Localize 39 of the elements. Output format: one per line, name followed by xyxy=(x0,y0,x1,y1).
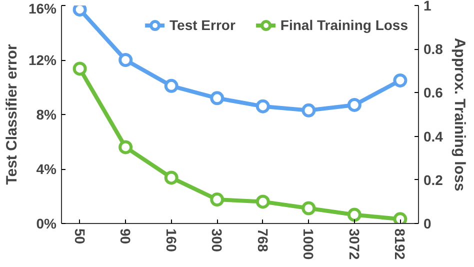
point xyxy=(72,6,87,17)
y2-axis-title: Approx. Training loss xyxy=(450,38,468,192)
point xyxy=(256,194,270,209)
y2-tick-label: 0.6 xyxy=(424,84,444,101)
legend-label: Test Error xyxy=(170,17,236,33)
x-tick-label: 768 xyxy=(254,228,271,252)
point xyxy=(118,140,133,154)
point xyxy=(164,170,178,185)
point xyxy=(256,99,270,114)
point xyxy=(302,103,316,118)
x-tick-label: 1000 xyxy=(300,228,317,260)
y2-tick-label: 0.2 xyxy=(424,172,444,188)
point xyxy=(72,62,87,76)
x-tick-label: 90 xyxy=(118,228,134,244)
point xyxy=(393,212,408,224)
x-tick-label: 50 xyxy=(72,228,88,244)
legend-label: Final Training Loss xyxy=(280,17,408,33)
y2-tick-label: 0 xyxy=(424,216,432,232)
y2-tick-label: 0.8 xyxy=(424,41,444,58)
y2-tick-label: 1 xyxy=(424,0,432,14)
x-tick-label: 160 xyxy=(163,228,180,252)
point xyxy=(347,208,362,222)
point xyxy=(302,201,316,216)
point xyxy=(393,73,408,88)
point xyxy=(118,53,133,67)
x-tick-label: 8192 xyxy=(392,228,408,260)
y-tick-label: 8% xyxy=(36,106,58,122)
y-axis-title: Test Classifier error xyxy=(3,44,20,185)
point xyxy=(347,98,362,112)
y-tick-label: 0% xyxy=(36,216,58,232)
point xyxy=(210,192,224,207)
x-tick-label: 300 xyxy=(209,228,226,252)
x-tick-label: 3072 xyxy=(346,228,362,260)
y-tick-label: 4% xyxy=(36,161,58,177)
point xyxy=(210,91,224,106)
y-tick-label: 12% xyxy=(28,52,58,68)
point xyxy=(164,78,178,93)
y-tick-label: 16% xyxy=(28,0,58,16)
y2-tick-label: 0.4 xyxy=(424,128,444,144)
